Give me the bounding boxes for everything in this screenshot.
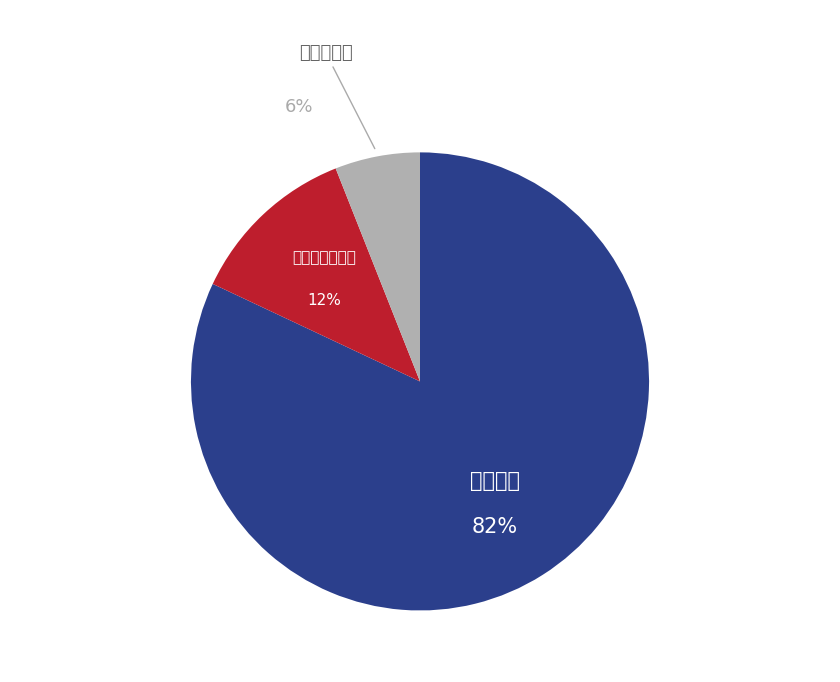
Text: 支給しない予定: 支給しない予定 <box>292 250 356 265</box>
Wedge shape <box>336 152 420 381</box>
Text: 6%: 6% <box>285 98 313 115</box>
Text: わからない: わからない <box>299 44 375 149</box>
Text: 支給予定: 支給予定 <box>470 471 520 491</box>
Wedge shape <box>191 152 649 610</box>
Text: 82%: 82% <box>472 517 518 537</box>
Text: 12%: 12% <box>307 293 341 308</box>
Wedge shape <box>213 168 420 381</box>
